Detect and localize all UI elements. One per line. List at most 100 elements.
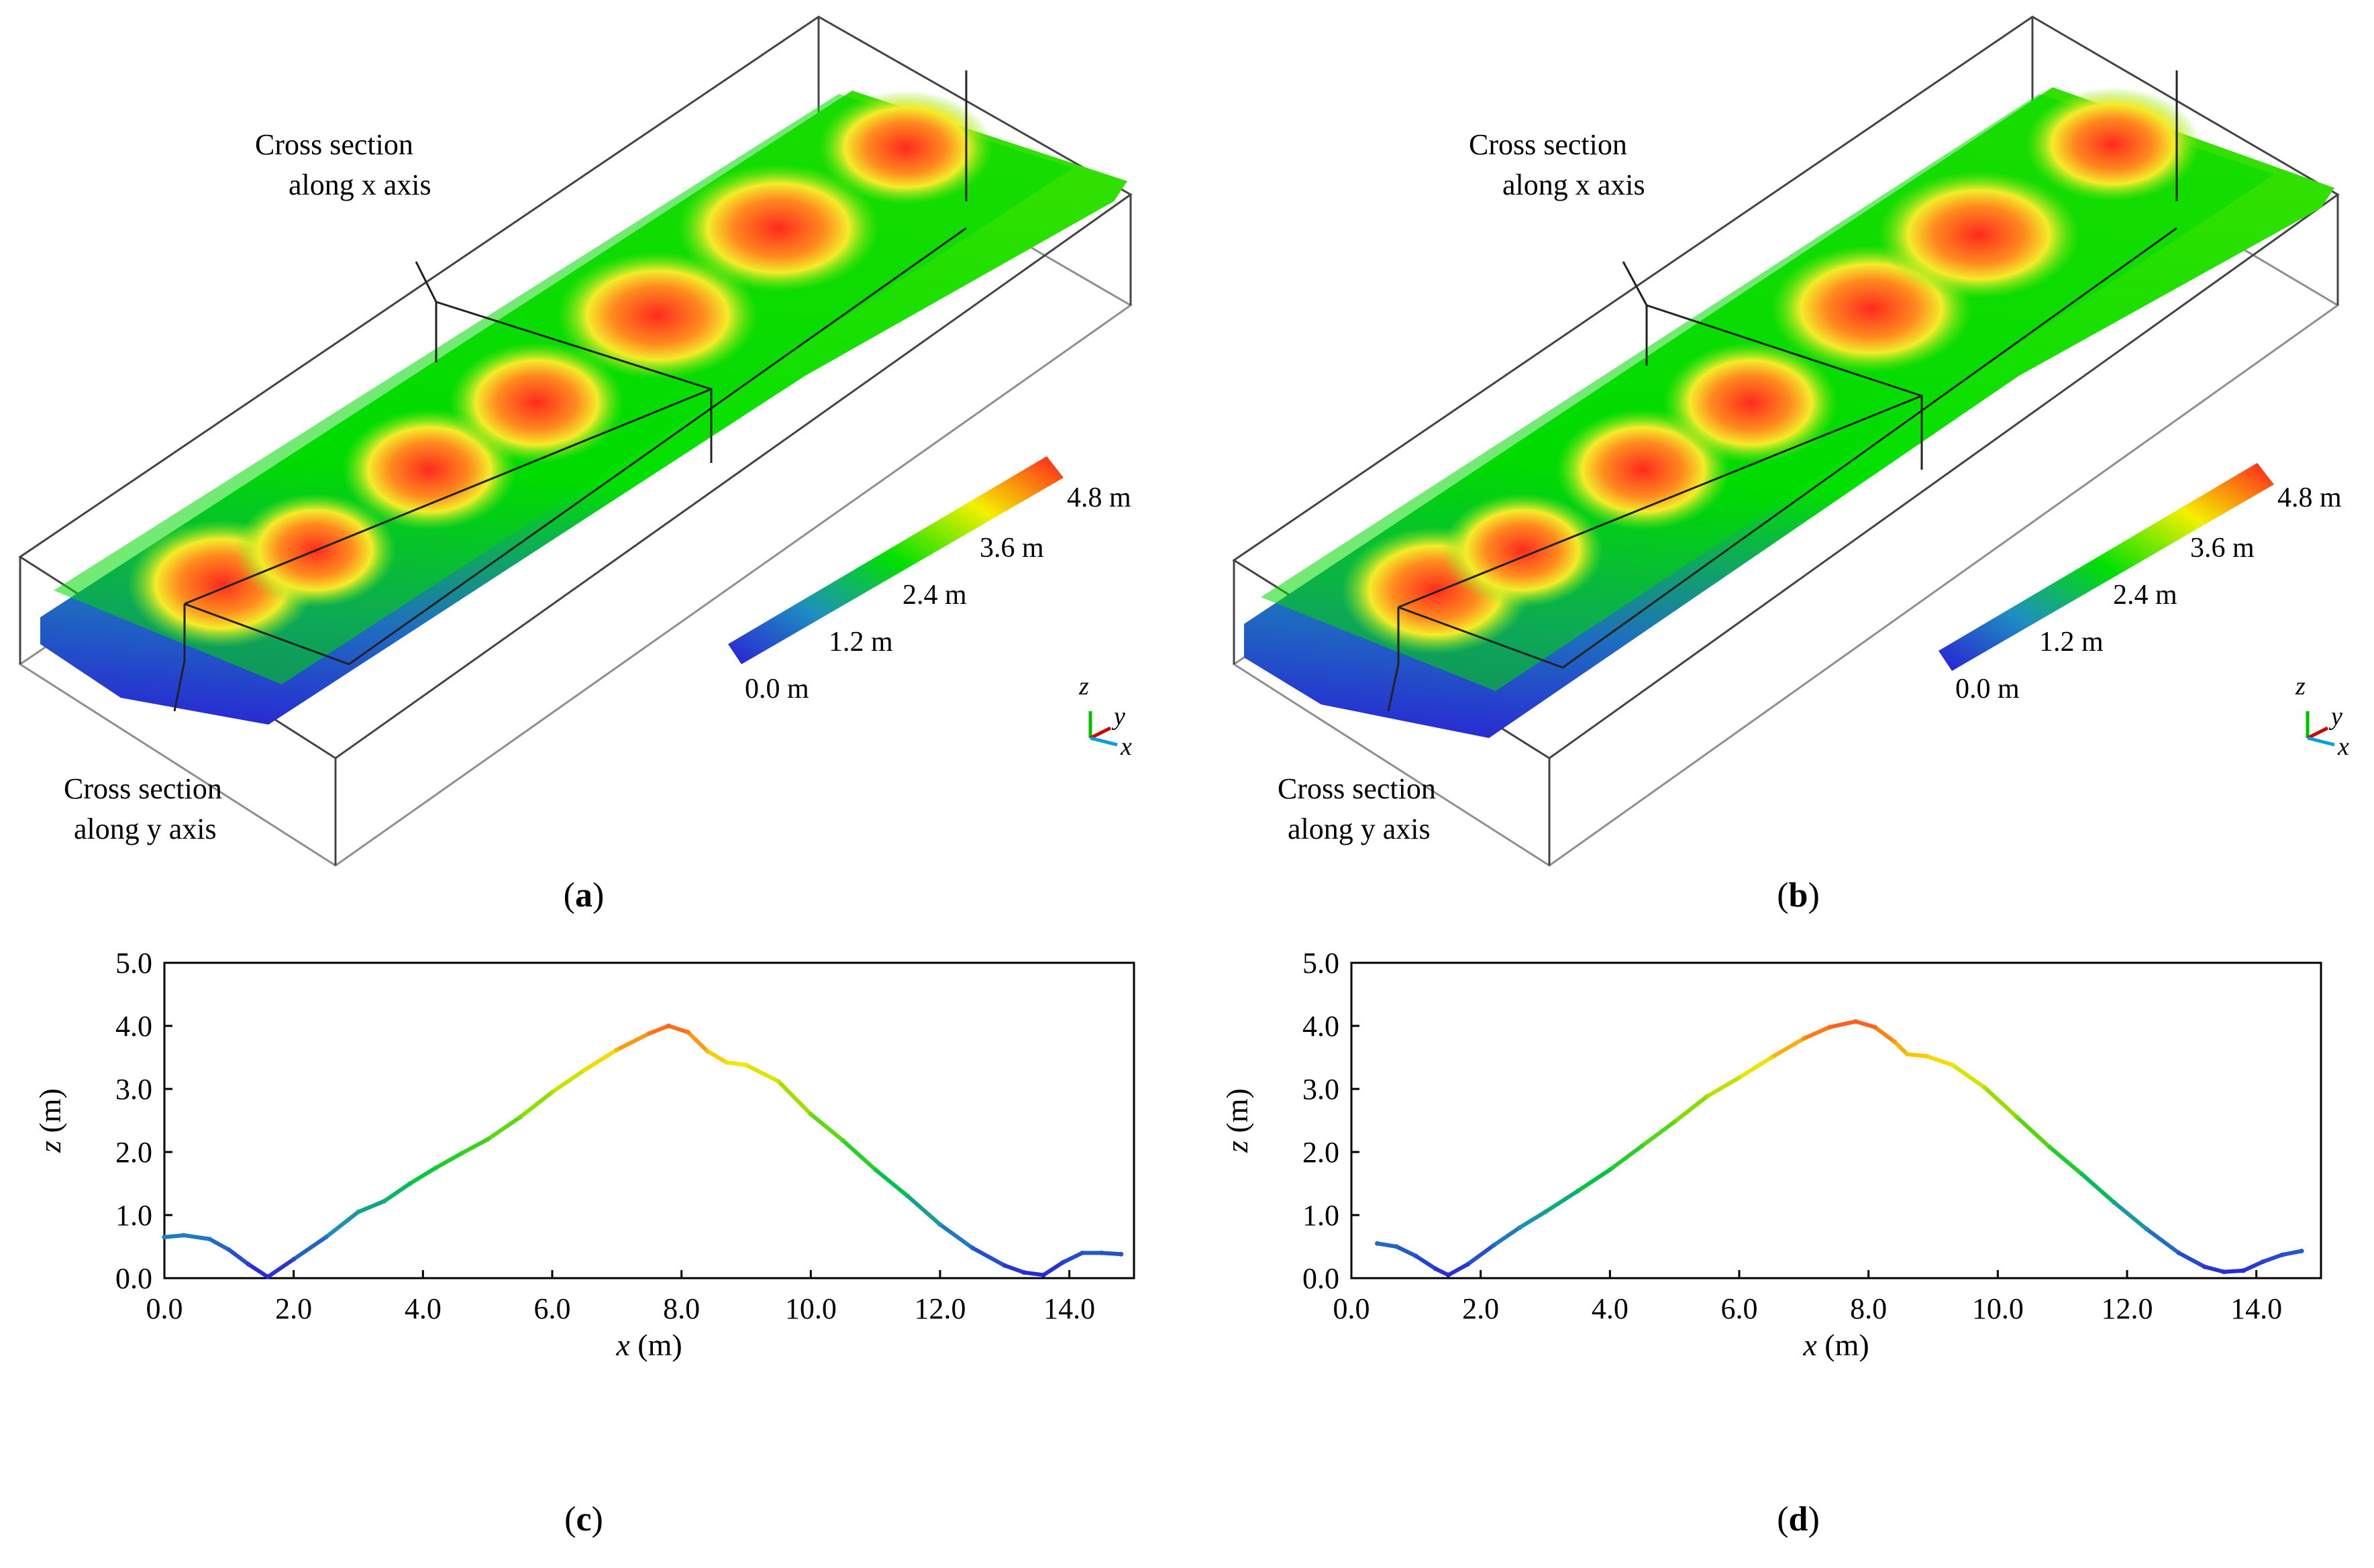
profile-segment <box>707 1051 727 1063</box>
x-tick-label: 6.0 <box>1721 1292 1758 1325</box>
profile-segment <box>1545 1191 1578 1212</box>
svg-text:y: y <box>1111 702 1125 731</box>
profile-segment <box>436 1153 462 1168</box>
svg-text:z: z <box>1078 672 1089 700</box>
data-point <box>1061 1260 1066 1265</box>
colorbar-tick-0: 0.0 m <box>1955 674 2020 704</box>
colorbar-tick-4: 4.8 m <box>1067 482 1131 513</box>
profile-segment <box>2263 1255 2282 1261</box>
data-point <box>1375 1241 1380 1246</box>
svg-text:x: x <box>2337 733 2349 761</box>
profile-segment <box>2017 1117 2049 1147</box>
data-point <box>517 1115 522 1120</box>
profile-segment <box>727 1063 746 1065</box>
colorbar-tick-3: 3.6 m <box>980 533 1044 564</box>
data-point <box>1022 1270 1027 1275</box>
profile-segment <box>488 1117 520 1139</box>
data-point <box>433 1165 438 1170</box>
annotation-y-line2: along y axis <box>1288 813 1431 845</box>
x-tick-label: 0.0 <box>146 1292 183 1325</box>
data-point <box>970 1245 975 1250</box>
data-point <box>162 1235 167 1239</box>
profile-segment <box>462 1139 488 1153</box>
profile-segment <box>1396 1247 1416 1256</box>
profile-segment <box>668 1026 688 1032</box>
profile-segment <box>2114 1202 2147 1229</box>
data-point <box>705 1049 710 1053</box>
profile-segment <box>1875 1027 1894 1042</box>
colorbar-tick-3: 3.6 m <box>2190 533 2255 564</box>
profile-segment <box>1953 1065 1985 1088</box>
ridge-hotspots-a <box>127 91 993 647</box>
profile-segment <box>811 1114 843 1141</box>
profile-segment <box>384 1184 411 1201</box>
profile-segment <box>1830 1021 1856 1027</box>
panel-a-surface: Cross section along x axis Cross section… <box>0 0 1187 872</box>
x-tick-label: 8.0 <box>663 1292 700 1325</box>
profile-segment <box>1102 1253 1121 1254</box>
data-point <box>1873 1025 1877 1029</box>
data-point <box>1704 1094 1709 1099</box>
data-point <box>2222 1269 2226 1274</box>
y-tick-label: 1.0 <box>115 1199 152 1232</box>
caption-b: (b) <box>1731 876 1865 915</box>
data-point <box>841 1139 845 1143</box>
profile-segment <box>1894 1042 1907 1055</box>
data-point <box>873 1167 878 1172</box>
axes-triad-a: z y x <box>1078 672 1132 761</box>
y-tick-label: 3.0 <box>1302 1073 1339 1106</box>
caption-c: (c) <box>517 1500 651 1539</box>
x-axis-label: x (m) <box>615 1328 682 1362</box>
profile-segment <box>184 1235 210 1239</box>
data-point <box>1543 1210 1548 1214</box>
svg-text:z: z <box>2295 672 2306 700</box>
data-point <box>1892 1039 1897 1044</box>
data-point <box>809 1112 813 1116</box>
plot-frame <box>1351 963 2321 1278</box>
y-axis-label: z (m) <box>1220 1088 1254 1153</box>
y-tick-label: 4.0 <box>1302 1010 1339 1043</box>
colorbar-tick-1: 1.2 m <box>829 627 893 658</box>
chart-d: 0.0 2.0 4.0 6.0 8.0 10.0 12.0 14.0 0.0 1.0 2.0 3.0 4… <box>1187 939 2374 1476</box>
data-point <box>2280 1253 2285 1257</box>
data-point <box>1672 1119 1677 1124</box>
y-tick-label: 0.0 <box>115 1262 152 1295</box>
data-point <box>1041 1273 1046 1277</box>
profile-segment <box>1467 1245 1494 1264</box>
annotation-y-line1: Cross section <box>64 772 222 805</box>
data-point <box>207 1237 212 1241</box>
profile-segment <box>164 1235 184 1237</box>
plot-frame <box>164 963 1134 1278</box>
profile-segment <box>2224 1271 2244 1272</box>
profile-segment <box>876 1169 908 1196</box>
profile-segment <box>940 1224 972 1248</box>
data-point <box>2177 1251 2181 1255</box>
profile-segment <box>1004 1265 1024 1272</box>
data-point <box>266 1275 270 1279</box>
x-tick-label: 4.0 <box>1592 1292 1629 1325</box>
data-point <box>485 1137 490 1142</box>
data-point <box>1414 1254 1418 1259</box>
annotation-y-line2: along y axis <box>74 813 217 845</box>
profile-segment <box>294 1237 326 1259</box>
profile-segment <box>1043 1263 1063 1275</box>
data-point <box>1517 1225 1522 1230</box>
data-point <box>1802 1036 1806 1041</box>
profile-segment <box>908 1196 940 1224</box>
data-point <box>1640 1143 1645 1148</box>
x-tick-label: 2.0 <box>1462 1292 1499 1325</box>
profile-segment <box>1926 1056 1953 1065</box>
data-point <box>1465 1262 1470 1267</box>
x-tick-label: 4.0 <box>405 1292 442 1325</box>
svg-text:x: x <box>1120 733 1132 761</box>
profile-segment <box>650 1026 669 1033</box>
profile-segment <box>1771 1039 1804 1057</box>
profile-segment <box>1378 1243 1397 1247</box>
profile-segment <box>552 1070 584 1092</box>
data-point <box>2261 1259 2265 1264</box>
profile-segment <box>2049 1147 2081 1173</box>
data-point <box>1433 1266 1438 1271</box>
profile-segment <box>410 1168 436 1184</box>
profile-segment <box>2147 1229 2179 1253</box>
data-point <box>227 1247 231 1252</box>
